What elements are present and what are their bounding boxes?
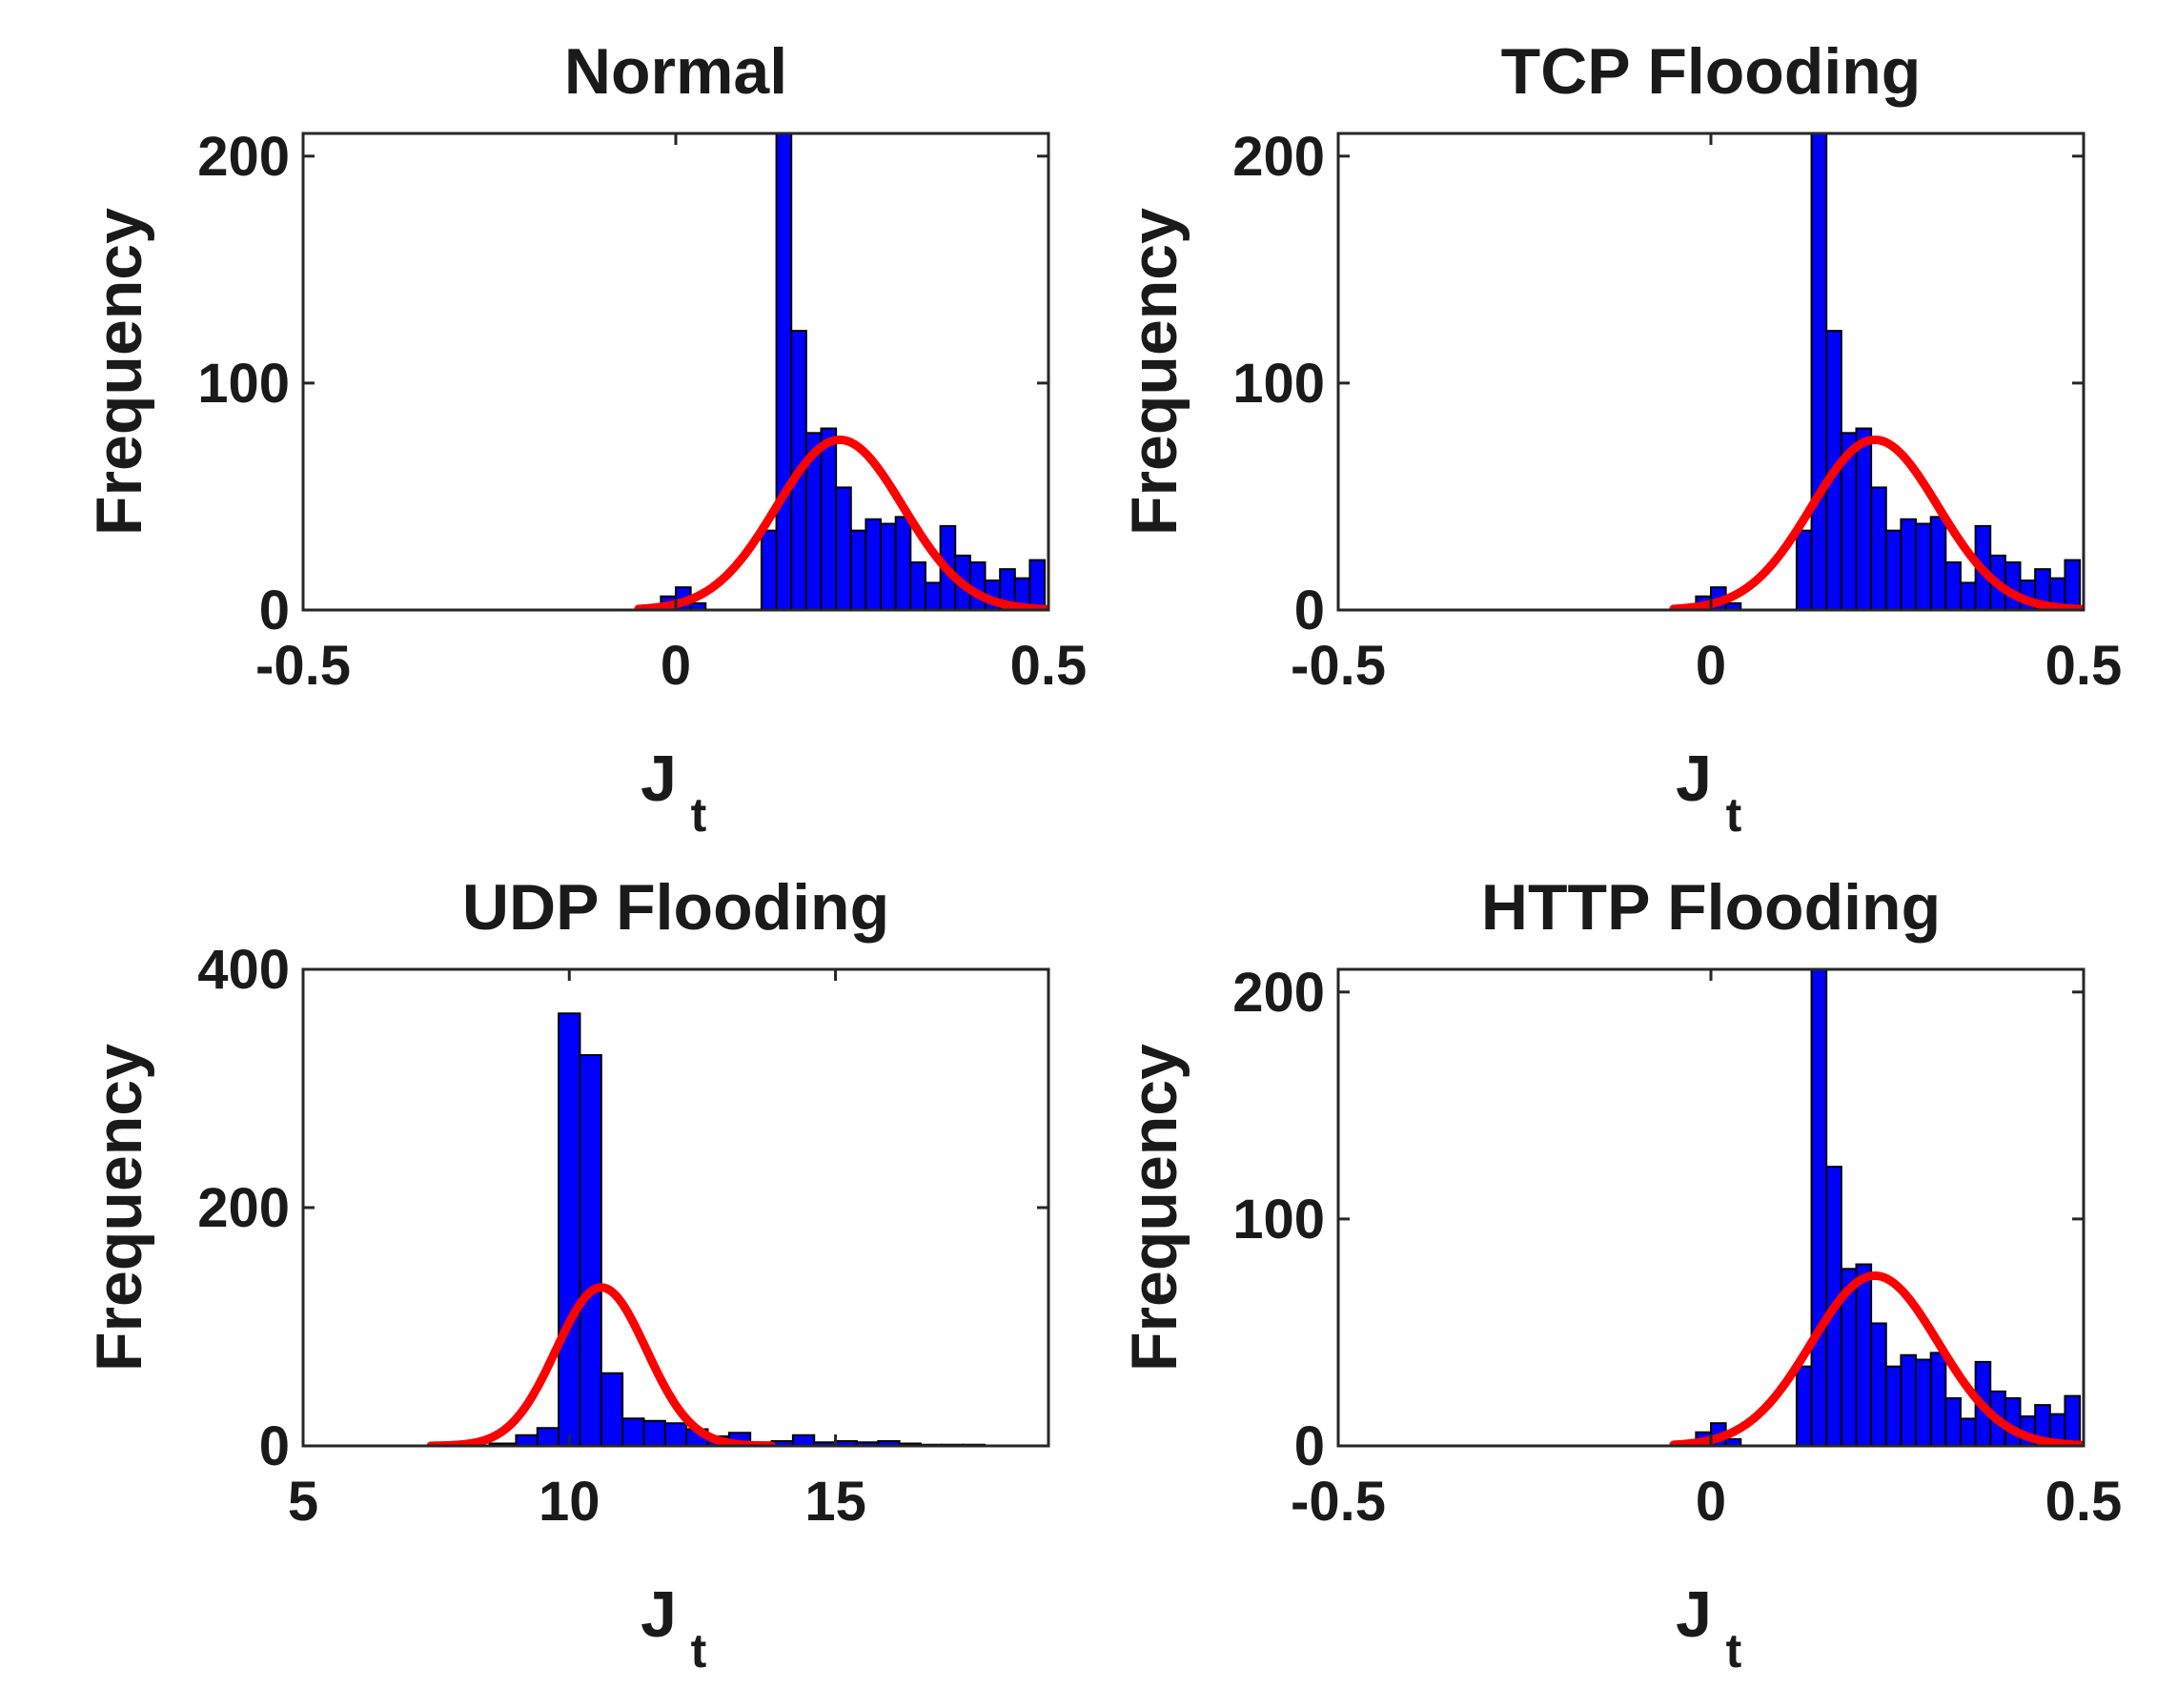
histogram-bar [621, 1417, 645, 1446]
x-axis-label: J [1676, 1578, 1712, 1651]
y-tick-label: 100 [1232, 353, 1325, 415]
histogram-bar [1884, 1365, 1902, 1446]
plot-area [1338, 969, 2084, 1446]
y-tick-label: 0 [259, 580, 290, 641]
histogram-bar [515, 1434, 539, 1446]
x-tick-label: 10 [539, 1471, 600, 1533]
x-tick-label: 0.5 [1010, 635, 1088, 697]
normal-fit-curve [426, 1283, 777, 1446]
histogram-bar [1855, 427, 1873, 610]
histogram-bar [642, 1419, 666, 1446]
x-tick-label: 0 [1696, 1471, 1726, 1533]
y-axis-label: Frequency [83, 1044, 155, 1372]
x-tick-label: 0 [661, 635, 691, 697]
y-axis-label: Frequency [83, 208, 155, 536]
histogram-bar [1929, 516, 1947, 610]
x-tick-label: 0 [1696, 635, 1726, 697]
histogram-bar [2064, 559, 2082, 610]
x-tick-label: -0.5 [1291, 635, 1386, 697]
normal-fit-curve [634, 435, 1048, 610]
histogram-bar [1870, 486, 1887, 610]
histogram-bar [835, 486, 852, 610]
histogram-bar [1028, 559, 1047, 610]
x-axis-label: J [641, 1578, 677, 1651]
plot-area [303, 133, 1048, 610]
x-tick-label: 0.5 [2045, 1471, 2123, 1533]
histogram-bar [1900, 1353, 1918, 1446]
x-tick-label: 0.5 [2045, 635, 2123, 697]
y-tick-label: 0 [259, 1415, 290, 1477]
histogram-bar [1900, 518, 1918, 610]
y-axis-label: Frequency [1118, 1044, 1190, 1372]
histogram-bar [1944, 561, 1962, 610]
histogram-bar [579, 1054, 602, 1446]
y-tick-label: 200 [197, 126, 290, 188]
histogram-bar [1959, 1417, 1977, 1446]
x-tick-label: 15 [804, 1471, 866, 1533]
x-axis-label-subscript: t [1726, 1624, 1742, 1678]
histogram-panel-3: 5 10 15 0 200 400 UDP Flooding Frequency J t [83, 871, 1050, 1678]
y-tick-label: 400 [197, 939, 290, 1001]
normal-fit-curve [1669, 1271, 2084, 1446]
histogram-bar [1929, 1352, 1947, 1446]
y-tick-label: 200 [1232, 962, 1325, 1024]
histogram-bar [1944, 1397, 1962, 1446]
chart-title: TCP Flooding [1501, 35, 1922, 108]
y-tick-label: 0 [1294, 1415, 1325, 1477]
chart-title: UDP Flooding [462, 871, 889, 944]
x-axis-label: J [641, 742, 677, 815]
y-tick-label: 100 [1232, 1189, 1325, 1250]
normal-fit-curve [1669, 435, 2084, 610]
histogram-bar [1959, 581, 1977, 610]
histogram-bar [558, 1012, 581, 1446]
histogram-bar [820, 427, 838, 610]
histogram-bar [894, 516, 912, 610]
histogram-bar [924, 581, 942, 610]
histogram-bar [1810, 969, 1828, 1446]
histogram-bar [909, 561, 926, 610]
histogram-bar [2064, 1394, 2082, 1446]
x-tick-label: 5 [288, 1471, 318, 1533]
x-axis-label-subscript: t [1726, 788, 1742, 842]
x-axis-label: J [1676, 742, 1712, 815]
y-axis-label: Frequency [1118, 208, 1190, 536]
x-axis-label-subscript: t [691, 788, 707, 842]
histogram-bar [1855, 1263, 1873, 1446]
y-tick-label: 200 [197, 1177, 290, 1239]
histogram-bar [1810, 133, 1828, 610]
histogram-bar [880, 522, 897, 610]
x-tick-label: -0.5 [255, 635, 351, 697]
y-tick-label: 200 [1232, 126, 1325, 188]
histogram-bar [1870, 1322, 1887, 1446]
histogram-bar [1915, 1358, 1932, 1446]
histogram-bar [760, 529, 778, 610]
histogram-bar [865, 518, 883, 610]
histogram-bar [791, 1434, 816, 1446]
plot-area [303, 969, 1048, 1446]
histogram-bar [1884, 529, 1902, 610]
histogram-bar [1915, 522, 1932, 610]
histogram-bar [536, 1427, 560, 1446]
x-axis-label-subscript: t [691, 1624, 707, 1678]
histogram-bar [1795, 529, 1813, 610]
histogram-bar [600, 1372, 624, 1446]
histogram-bar [663, 1422, 688, 1446]
y-tick-label: 0 [1294, 580, 1325, 641]
plot-area [1338, 133, 2084, 610]
x-tick-label: -0.5 [1291, 1471, 1386, 1533]
histogram-bar [1795, 1365, 1813, 1446]
chart-title: Normal [564, 35, 787, 108]
histogram-bar [849, 529, 867, 610]
y-tick-label: 100 [197, 353, 290, 415]
chart-title: HTTP Flooding [1481, 871, 1941, 944]
histogram-bar [775, 133, 793, 610]
bars [644, 133, 1047, 610]
